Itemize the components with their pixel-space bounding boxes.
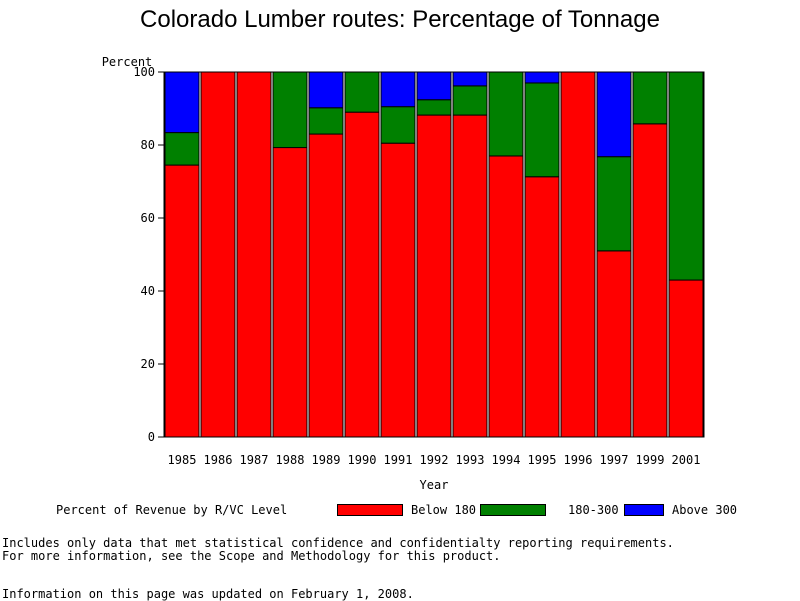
bar-1991-series-2: [380, 71, 416, 108]
x-tick-label-2001: 2001: [672, 453, 701, 467]
bar-1991-series-0: [380, 142, 416, 438]
bar-1995-series-0: [524, 176, 560, 438]
x-tick-label-1995: 1995: [528, 453, 557, 467]
bar-1992-series-2: [416, 71, 452, 101]
legend-label-below-180: Below 180: [411, 503, 477, 517]
bar-1989-series-2: [308, 71, 344, 109]
x-tick-label-1988: 1988: [276, 453, 305, 467]
legend-swatch-below-180: [337, 504, 403, 516]
bar-1994-series-0: [488, 155, 524, 438]
x-axis-label: Year: [420, 478, 449, 492]
bar-1992-series-0: [416, 114, 452, 438]
x-tick-label-1986: 1986: [204, 453, 233, 467]
legend-swatch-180-300: [480, 504, 546, 516]
x-tick-label-1997: 1997: [600, 453, 629, 467]
y-tick-label-40: 40: [141, 284, 155, 298]
bar-1985-series-0: [164, 164, 200, 438]
bar-1986-series-0: [200, 71, 236, 438]
bar-1990-series-0: [344, 111, 380, 438]
bar-1990-series-1: [344, 71, 380, 113]
x-tick-label-1990: 1990: [348, 453, 377, 467]
legend-item-below-180: Below 180: [337, 503, 476, 517]
bar-1997-series-1: [596, 156, 632, 252]
y-tick-label-60: 60: [141, 211, 155, 225]
x-tick-label-1993: 1993: [456, 453, 485, 467]
bar-1985-series-1: [164, 132, 200, 166]
bar-2001-series-0: [668, 279, 704, 438]
bar-1988-series-0: [272, 147, 308, 438]
legend-swatch-above-300: [624, 504, 664, 516]
bar-1994-series-1: [488, 71, 524, 157]
bar-1997-series-2: [596, 71, 632, 158]
bar-1991-series-1: [380, 106, 416, 144]
bar-1997-series-0: [596, 250, 632, 438]
y-tick-label-20: 20: [141, 357, 155, 371]
legend-title: Percent of Revenue by R/VC Level: [56, 503, 288, 517]
bar-1999-series-1: [632, 71, 668, 125]
y-tick-label-0: 0: [148, 430, 155, 444]
stacked-bar-chart: Percent Year 1985 1986 1987 1988 1989 1990 199…: [102, 55, 705, 492]
legend-label-above-300: Above 300: [672, 503, 738, 517]
bar-1995-series-2: [524, 71, 560, 84]
bar-1992-series-1: [416, 99, 452, 116]
x-tick-label-1989: 1989: [312, 453, 341, 467]
x-tick-label-1987: 1987: [240, 453, 269, 467]
bar-1993-series-1: [452, 85, 488, 116]
x-tick-label-1994: 1994: [492, 453, 521, 467]
y-tick-label-100: 100: [133, 65, 155, 79]
x-tick-label-1985: 1985: [168, 453, 197, 467]
bar-1996-series-0: [560, 71, 596, 438]
bar-1989-series-1: [308, 107, 344, 135]
x-tick-label-1996: 1996: [564, 453, 593, 467]
chart-title: Colorado Lumber routes: Percentage of To…: [140, 6, 660, 33]
plot-area: [164, 71, 704, 438]
bar-1999-series-0: [632, 123, 668, 438]
bar-1993-series-2: [452, 71, 488, 87]
x-tick-label-1991: 1991: [384, 453, 413, 467]
bar-2001-series-1: [668, 71, 704, 281]
x-tick-label-1992: 1992: [420, 453, 449, 467]
footnote-updated: Information on this page was updated on …: [2, 587, 414, 601]
footnote-methodology: For more information, see the Scope and …: [2, 549, 501, 563]
legend-item-180-300: 180-300: [480, 503, 619, 517]
bar-1995-series-1: [524, 82, 560, 178]
axes: 1985 1986 1987 1988 1989 1990 1991 1992 1993 1994…: [133, 65, 700, 467]
legend-item-above-300: Above 300: [624, 503, 737, 517]
bar-1988-series-1: [272, 71, 308, 149]
bar-1985-series-2: [164, 71, 200, 134]
x-tick-label-1999: 1999: [636, 453, 665, 467]
bar-1989-series-0: [308, 133, 344, 438]
footnote-confidence: Includes only data that met statistical …: [2, 536, 674, 550]
y-axis-label: Percent: [102, 55, 153, 69]
plot-frame: [163, 71, 705, 438]
y-tick-label-80: 80: [141, 138, 155, 152]
bar-1993-series-0: [452, 114, 488, 438]
legend-label-180-300: 180-300: [568, 503, 619, 517]
bar-1987-series-0: [236, 71, 272, 438]
